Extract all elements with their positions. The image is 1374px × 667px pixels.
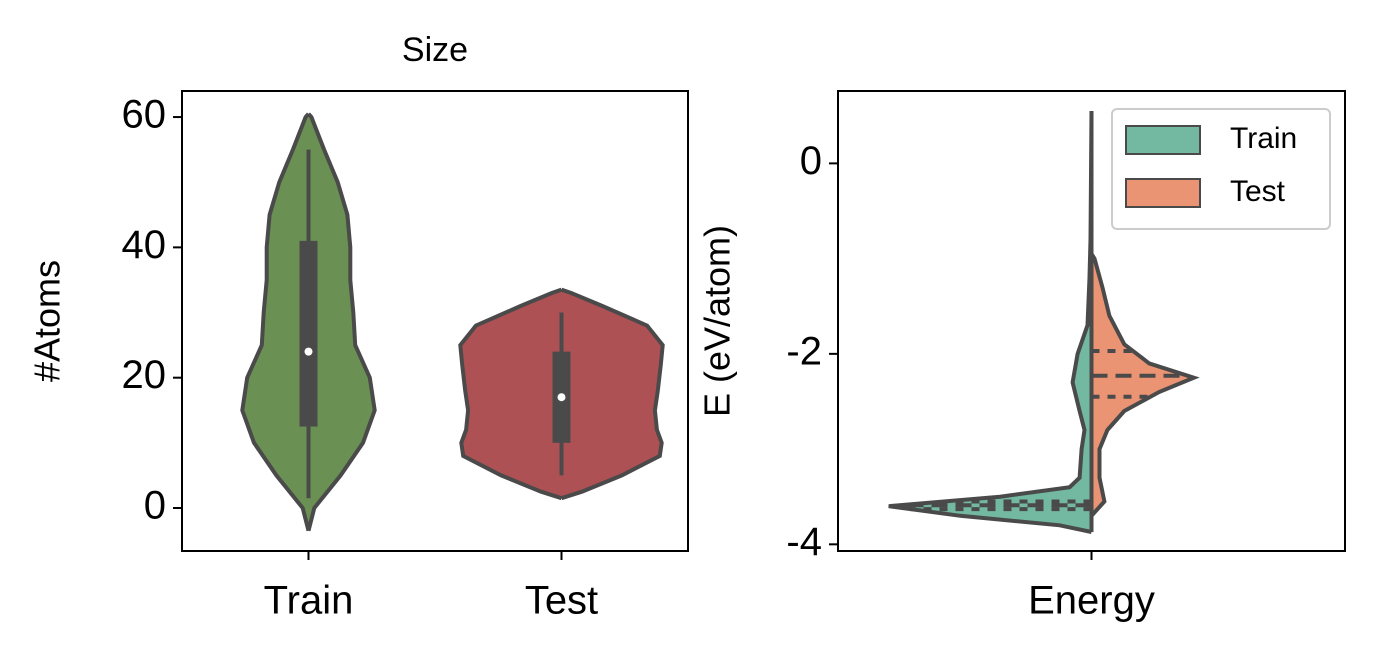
violin-half (242, 113, 309, 531)
y-axis-label: #Atoms (27, 260, 68, 382)
y-tick-label: 0 (800, 139, 822, 183)
y-tick-label: -2 (786, 329, 822, 373)
x-tick-label: Train (264, 579, 354, 623)
violin-outline (458, 287, 563, 501)
median (304, 347, 313, 356)
median (557, 393, 566, 402)
axes-frame (837, 90, 1346, 552)
y-tick-label: 40 (122, 223, 167, 267)
violin-half (1091, 253, 1194, 516)
violin-outline (306, 112, 377, 532)
y-axis-label: E (eV/atom) (697, 225, 738, 417)
legend-swatch (1125, 125, 1201, 155)
violin-half (888, 111, 1092, 532)
violin-half (308, 113, 375, 531)
y-tick-label: 60 (122, 93, 167, 137)
iqr-box (299, 240, 318, 427)
legend-swatch (1125, 178, 1201, 208)
violin-half (561, 289, 663, 499)
legend-label: Train (1230, 122, 1297, 155)
legend-label: Test (1230, 175, 1286, 208)
y-tick-label: 0 (144, 484, 166, 528)
violin-half (460, 289, 562, 499)
x-tick-label: Energy (1028, 579, 1155, 623)
chart-title: Size (402, 31, 468, 69)
x-tick-label: Test (525, 579, 598, 623)
axes-frame (181, 90, 689, 552)
violin-outline (240, 112, 311, 532)
violin-outline (1089, 252, 1200, 518)
violin-outline (560, 287, 665, 501)
y-tick-label: -4 (786, 520, 822, 564)
y-tick-label: 20 (122, 353, 167, 397)
violin-outline (888, 110, 1094, 534)
